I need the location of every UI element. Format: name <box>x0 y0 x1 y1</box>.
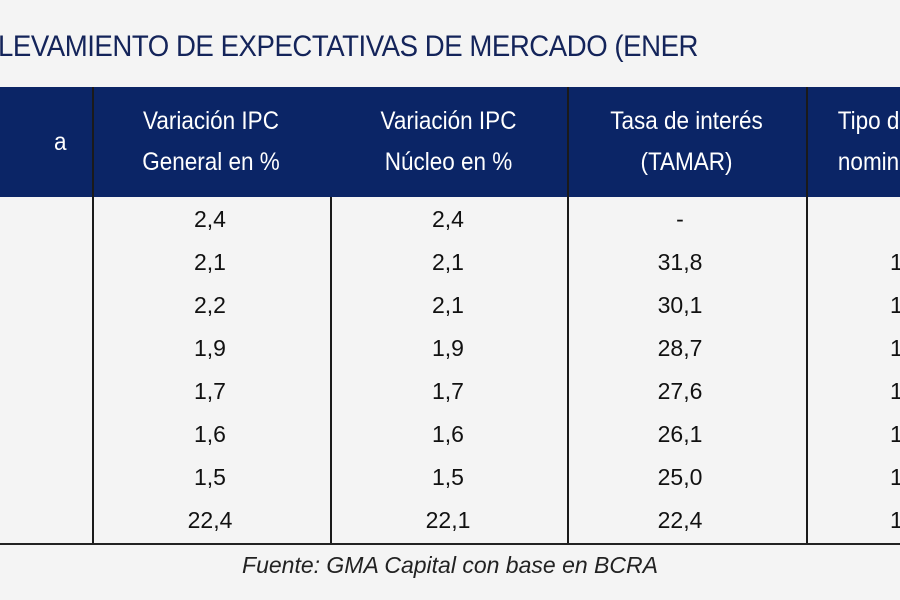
table-cell: 1,5 <box>432 464 464 490</box>
table-cell: 1 <box>890 292 900 318</box>
table-cell: 1,7 <box>194 378 226 404</box>
table-cell: 1 <box>890 335 900 361</box>
table-cell: 1 <box>890 464 900 490</box>
table-cell: 1,7 <box>432 378 464 404</box>
table-cell: 2,1 <box>194 249 226 275</box>
column-divider <box>567 87 569 545</box>
column-header: Variación IPC General en % <box>142 107 280 176</box>
table-cell: 28,7 <box>657 335 703 361</box>
table-cell: 22,4 <box>187 507 233 533</box>
column-divider <box>806 87 808 545</box>
table-cell: 22,1 <box>425 507 471 533</box>
table-cell: 1,9 <box>194 335 226 361</box>
table-cell: 2,2 <box>194 292 226 318</box>
table-cell: 1,6 <box>194 421 226 447</box>
table-cell: 2,1 <box>432 249 464 275</box>
table-cell: 1 <box>890 507 900 533</box>
table-cell: 1 <box>890 249 900 275</box>
column-divider <box>92 87 94 545</box>
table-cell: 2,4 <box>194 206 226 232</box>
table-cell: 1 <box>890 378 900 404</box>
table-cell: 1,5 <box>194 464 226 490</box>
table-cell: 26,1 <box>657 421 703 447</box>
table-cell: 31,8 <box>657 249 703 275</box>
table-cell: 1,6 <box>432 421 464 447</box>
table-cell: 25,0 <box>657 464 703 490</box>
table-cell: 22,4 <box>657 507 703 533</box>
table-bottom-border <box>0 543 900 545</box>
table-cell: 2,1 <box>432 292 464 318</box>
table-cell: - <box>676 206 684 232</box>
column-header: Tasa de interés (TAMAR) <box>610 107 763 176</box>
column-divider <box>330 197 332 545</box>
table-title: LEVAMIENTO DE EXPECTATIVAS DE MERCADO (E… <box>0 30 698 63</box>
column-header: Tipo d nomin <box>837 107 900 176</box>
source-footer: Fuente: GMA Capital con base en BCRA <box>242 552 658 578</box>
table-cell: 27,6 <box>657 378 703 404</box>
table-cell: 30,1 <box>657 292 703 318</box>
table-cell: 1 <box>890 421 900 447</box>
table-cell: 1,9 <box>432 335 464 361</box>
table-header <box>0 87 900 197</box>
column-header: Variación IPC Núcleo en % <box>380 107 517 176</box>
table-cell: 2,4 <box>432 206 464 232</box>
column-header: a <box>53 127 67 156</box>
